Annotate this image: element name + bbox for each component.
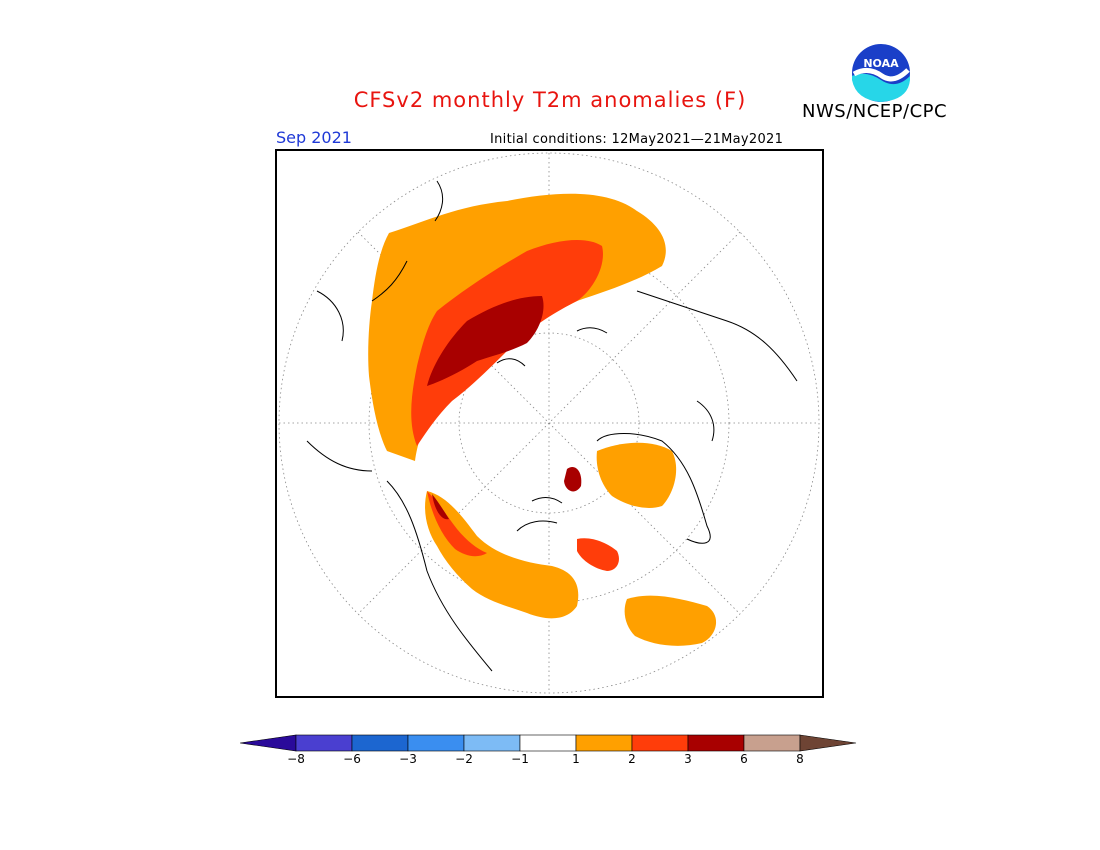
colorbar-swatch <box>351 734 409 752</box>
polar-anomaly-map <box>275 149 824 698</box>
colorbar-swatch <box>519 734 577 752</box>
colorbar-tick-label: −2 <box>455 752 473 766</box>
coastline <box>306 180 493 672</box>
colorbar-tick-label: −3 <box>399 752 417 766</box>
colorbar-tick-label: 3 <box>684 752 692 766</box>
coastline <box>496 327 608 367</box>
svg-text:NOAA: NOAA <box>863 57 899 70</box>
colorbar-swatch <box>631 734 689 752</box>
colorbar-tick-label: 1 <box>572 752 580 766</box>
valid-month-label: Sep 2021 <box>276 128 352 147</box>
initial-conditions-label: Initial conditions: 12May2021—21May2021 <box>490 132 784 147</box>
colorbar <box>239 733 860 757</box>
anomaly-region-1to2 <box>596 442 677 508</box>
colorbar-swatch <box>295 734 353 752</box>
anomaly-region-1to2 <box>624 595 717 646</box>
colorbar-tick-label: −1 <box>511 752 529 766</box>
colorbar-tick-label: −6 <box>343 752 361 766</box>
anomaly-region-3to6 <box>432 494 449 520</box>
colorbar-tick-label: 2 <box>628 752 636 766</box>
colorbar-tick-label: 6 <box>740 752 748 766</box>
colorbar-tick-label: 8 <box>796 752 804 766</box>
colorbar-swatch <box>463 734 521 752</box>
coastline <box>596 433 711 544</box>
hemisphere-circle <box>278 152 820 694</box>
anomaly-region-3to6 <box>427 296 544 386</box>
noaa-logo: NOAA <box>848 40 914 106</box>
anomaly-region-2to3 <box>577 538 619 571</box>
coastline <box>516 497 563 532</box>
anomaly-region-1to2 <box>425 491 579 619</box>
colorbar-arrow-high <box>799 734 857 752</box>
colorbar-tick-label: −8 <box>287 752 305 766</box>
agency-label: NWS/NCEP/CPC <box>802 101 948 122</box>
colorbar-swatch <box>687 734 745 752</box>
coastline <box>636 290 798 442</box>
colorbar-swatch <box>575 734 633 752</box>
chart-title: CFSv2 monthly T2m anomalies (F) <box>353 88 747 112</box>
colorbar-swatch <box>407 734 465 752</box>
anomaly-region-3to6 <box>564 466 582 492</box>
colorbar-swatch <box>743 734 801 752</box>
colorbar-arrow-low <box>239 734 297 752</box>
